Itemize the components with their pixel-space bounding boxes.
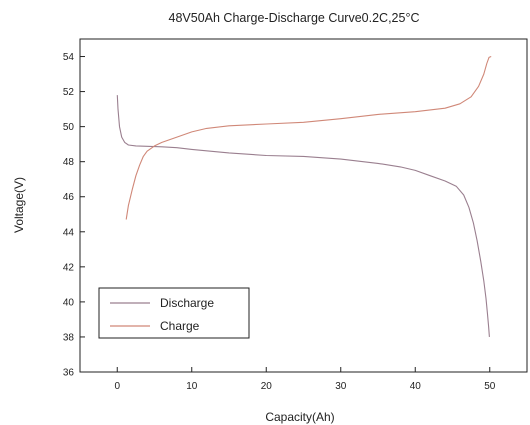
y-tick-label: 44: [63, 227, 75, 238]
legend-label-charge: Charge: [160, 319, 200, 333]
y-axis-title: Voltage(V): [12, 177, 26, 233]
y-tick-label: 36: [63, 368, 75, 379]
y-tick-label: 50: [63, 122, 75, 133]
x-tick-label: 50: [484, 381, 496, 392]
series-line-discharge: [116, 95, 490, 337]
x-axis-ticks: 0 10 20 30 40 50: [114, 367, 496, 392]
x-tick-label: 40: [410, 381, 422, 392]
plot-frame: [79, 38, 528, 373]
chart-title: 48V50Ah Charge-Discharge Curve0.2C,25°C: [169, 11, 420, 25]
x-axis-title: Capacity(Ah): [265, 410, 334, 424]
y-tick-label: 40: [63, 297, 75, 308]
legend-label-discharge: Discharge: [160, 296, 214, 310]
x-tick-label: 20: [261, 381, 273, 392]
y-axis-ticks: 36 38 40 42 44 46 48 50 52 54: [63, 52, 85, 379]
y-tick-label: 38: [63, 332, 75, 343]
legend-box: [98, 287, 250, 339]
x-tick-label: 0: [114, 381, 120, 392]
y-tick-label: 42: [63, 262, 75, 273]
x-tick-label: 30: [335, 381, 347, 392]
y-tick-label: 48: [63, 157, 75, 168]
series-line-charge: [125, 55, 492, 220]
series-layer: [116, 55, 492, 337]
y-tick-label: 46: [63, 192, 75, 203]
y-tick-label: 52: [63, 87, 75, 98]
y-tick-label: 54: [63, 52, 75, 63]
legend: Discharge Charge: [98, 287, 250, 339]
x-tick-label: 10: [186, 381, 198, 392]
